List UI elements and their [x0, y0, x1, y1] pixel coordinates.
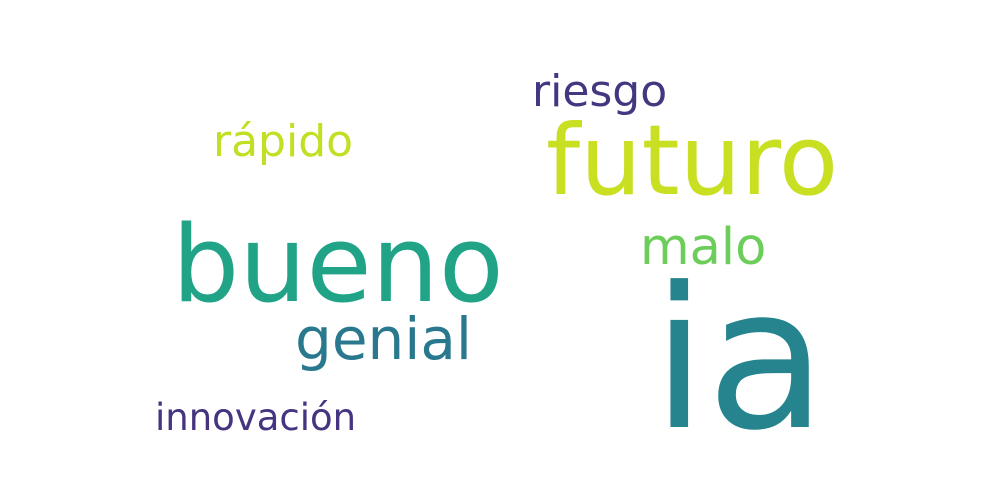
word-genial: genial [295, 305, 473, 373]
word-malo: malo [640, 218, 767, 277]
word-futuro: futuro [546, 104, 839, 217]
word-riesgo: riesgo [532, 66, 668, 117]
word-bueno: bueno [172, 203, 504, 326]
word-ia: ia [652, 246, 827, 474]
word-rapido: rápido [213, 116, 354, 167]
word-innovacion: innovación [155, 396, 357, 439]
